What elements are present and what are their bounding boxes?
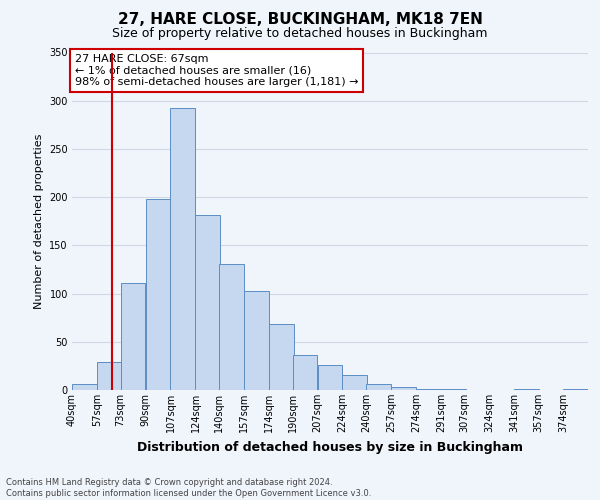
Bar <box>563 389 587 390</box>
Bar <box>416 389 440 390</box>
Bar <box>170 108 195 390</box>
Bar <box>343 374 367 390</box>
Bar <box>219 264 244 390</box>
Bar <box>391 387 416 390</box>
Bar <box>97 362 122 390</box>
Y-axis label: Number of detached properties: Number of detached properties <box>34 134 44 309</box>
Bar <box>196 216 220 390</box>
Bar <box>244 290 269 390</box>
Bar <box>441 389 466 390</box>
Text: Size of property relative to detached houses in Buckingham: Size of property relative to detached ho… <box>112 28 488 40</box>
Bar <box>72 384 97 390</box>
Bar <box>293 356 317 390</box>
Bar <box>146 199 170 390</box>
Bar <box>269 324 293 390</box>
Bar <box>121 283 145 390</box>
X-axis label: Distribution of detached houses by size in Buckingham: Distribution of detached houses by size … <box>137 440 523 454</box>
Bar <box>366 384 391 390</box>
Bar <box>317 365 342 390</box>
Bar <box>514 389 539 390</box>
Text: 27, HARE CLOSE, BUCKINGHAM, MK18 7EN: 27, HARE CLOSE, BUCKINGHAM, MK18 7EN <box>118 12 482 28</box>
Text: Contains HM Land Registry data © Crown copyright and database right 2024.
Contai: Contains HM Land Registry data © Crown c… <box>6 478 371 498</box>
Text: 27 HARE CLOSE: 67sqm
← 1% of detached houses are smaller (16)
98% of semi-detach: 27 HARE CLOSE: 67sqm ← 1% of detached ho… <box>74 54 358 88</box>
